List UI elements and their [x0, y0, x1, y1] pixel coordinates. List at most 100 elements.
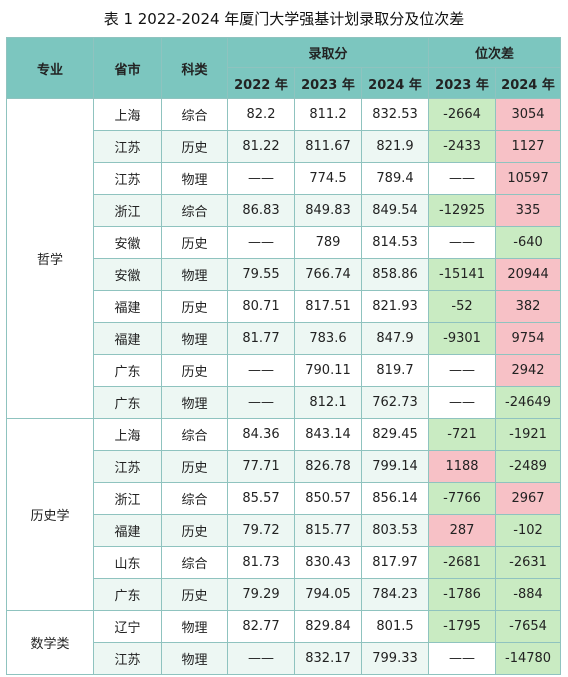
table-row: 历史学 上海 综合 84.36 843.14 829.45 -721 -1921: [6, 418, 562, 611]
header-score-group: 录取分: [226, 37, 430, 68]
province-cell: 广东: [93, 386, 162, 419]
subject-cell: 物理: [161, 642, 228, 675]
rank-diff-2024-cell: -1921: [495, 418, 562, 451]
rank-diff-2023-cell: 287: [428, 514, 497, 547]
rank-diff-2024-cell: -884: [495, 578, 562, 611]
score-2023-cell: 815.77: [294, 514, 362, 547]
table-row: 山东 综合 81.73 830.43 817.97 -2681 -2631: [7, 546, 562, 579]
score-2022-cell: 84.36: [227, 418, 295, 451]
table-row: 江苏 历史 81.22 811.67 821.9 -2433 1127: [7, 130, 562, 163]
province-cell: 江苏: [93, 642, 162, 675]
table-row: 广东 历史 —— 790.11 819.7 —— 2942: [7, 354, 562, 387]
score-2023-cell: 817.51: [294, 290, 362, 323]
header-rank-2024: 2024 年: [495, 67, 562, 99]
header-rank-2023: 2023 年: [428, 67, 497, 99]
table-row: 江苏 历史 77.71 826.78 799.14 1188 -2489: [7, 450, 562, 483]
header-subject: 科类: [161, 37, 228, 99]
subject-cell: 历史: [161, 578, 228, 611]
header-rank-group: 位次差: [428, 37, 562, 68]
rank-diff-2023-cell: -721: [428, 418, 497, 451]
subject-cell: 综合: [161, 546, 228, 579]
rank-diff-2024-cell: -14780: [495, 642, 562, 675]
score-2024-cell: 799.14: [360, 450, 430, 483]
province-cell: 辽宁: [93, 610, 162, 643]
score-2023-cell: 811.67: [294, 130, 362, 163]
province-cell: 浙江: [93, 194, 162, 227]
rank-diff-2024-cell: 2942: [495, 354, 562, 387]
rank-diff-2023-cell: -1786: [428, 578, 497, 611]
province-cell: 安徽: [93, 226, 162, 259]
score-2022-cell: ——: [227, 386, 295, 419]
score-2024-cell: 821.9: [360, 130, 430, 163]
score-2023-cell: 790.11: [294, 354, 362, 387]
score-2024-cell: 829.45: [360, 418, 430, 451]
subject-cell: 历史: [161, 514, 228, 547]
score-2024-cell: 847.9: [360, 322, 430, 355]
province-cell: 上海: [93, 98, 162, 131]
major-cell: 历史学: [6, 418, 94, 611]
score-2023-cell: 843.14: [294, 418, 362, 451]
header-score-2024: 2024 年: [360, 67, 430, 99]
province-cell: 安徽: [93, 258, 162, 291]
score-2023-cell: 826.78: [294, 450, 362, 483]
score-2022-cell: 81.22: [227, 130, 295, 163]
province-cell: 福建: [93, 322, 162, 355]
table-row: 数学类 辽宁 物理 82.77 829.84 801.5 -1795 -7654: [6, 610, 562, 675]
province-cell: 江苏: [93, 450, 162, 483]
score-2023-cell: 766.74: [294, 258, 362, 291]
score-2023-cell: 850.57: [294, 482, 362, 515]
table-row: 福建 历史 80.71 817.51 821.93 -52 382: [7, 290, 562, 323]
table-row: 浙江 综合 85.57 850.57 856.14 -7766 2967: [7, 482, 562, 515]
table-row: 江苏 物理 —— 832.17 799.33 —— -14780: [7, 642, 562, 675]
score-2024-cell: 762.73: [360, 386, 430, 419]
table-row: 安徽 历史 —— 789 814.53 —— -640: [7, 226, 562, 259]
score-2022-cell: 79.55: [227, 258, 295, 291]
score-2022-cell: 81.77: [227, 322, 295, 355]
subject-cell: 综合: [161, 98, 228, 131]
rank-diff-2023-cell: ——: [428, 386, 497, 419]
rank-diff-2024-cell: 1127: [495, 130, 562, 163]
subject-cell: 历史: [161, 130, 228, 163]
score-2022-cell: 79.72: [227, 514, 295, 547]
score-2024-cell: 803.53: [360, 514, 430, 547]
score-2023-cell: 812.1: [294, 386, 362, 419]
score-2022-cell: 81.73: [227, 546, 295, 579]
subject-cell: 物理: [161, 610, 228, 643]
score-2023-cell: 789: [294, 226, 362, 259]
subject-cell: 综合: [161, 418, 228, 451]
rank-diff-2024-cell: 9754: [495, 322, 562, 355]
score-2022-cell: 82.77: [227, 610, 295, 643]
rank-diff-2024-cell: -2489: [495, 450, 562, 483]
score-2022-cell: ——: [227, 226, 295, 259]
score-2022-cell: 79.29: [227, 578, 295, 611]
score-2024-cell: 849.54: [360, 194, 430, 227]
table-row: 浙江 综合 86.83 849.83 849.54 -12925 335: [7, 194, 562, 227]
score-2024-cell: 784.23: [360, 578, 430, 611]
score-2024-cell: 789.4: [360, 162, 430, 195]
province-cell: 广东: [93, 354, 162, 387]
score-2023-cell: 783.6: [294, 322, 362, 355]
score-2022-cell: ——: [227, 642, 295, 675]
header-score-2022: 2022 年: [227, 67, 295, 99]
province-cell: 江苏: [93, 162, 162, 195]
rank-diff-2024-cell: 20944: [495, 258, 562, 291]
score-2023-cell: 830.43: [294, 546, 362, 579]
score-2024-cell: 821.93: [360, 290, 430, 323]
table-row: 福建 历史 79.72 815.77 803.53 287 -102: [7, 514, 562, 547]
rank-diff-2023-cell: -2433: [428, 130, 497, 163]
score-2023-cell: 811.2: [294, 98, 362, 131]
subject-cell: 历史: [161, 354, 228, 387]
score-2024-cell: 832.53: [360, 98, 430, 131]
rank-diff-2024-cell: -7654: [495, 610, 562, 643]
table-title: 表 1 2022-2024 年厦门大学强基计划录取分及位次差: [103, 10, 465, 28]
score-2024-cell: 801.5: [360, 610, 430, 643]
score-2024-cell: 819.7: [360, 354, 430, 387]
header-major: 专业: [6, 37, 94, 99]
rank-diff-2024-cell: -640: [495, 226, 562, 259]
score-2022-cell: 82.2: [227, 98, 295, 131]
score-2022-cell: 86.83: [227, 194, 295, 227]
province-cell: 福建: [93, 290, 162, 323]
province-cell: 广东: [93, 578, 162, 611]
subject-cell: 物理: [161, 258, 228, 291]
rank-diff-2023-cell: -1795: [428, 610, 497, 643]
